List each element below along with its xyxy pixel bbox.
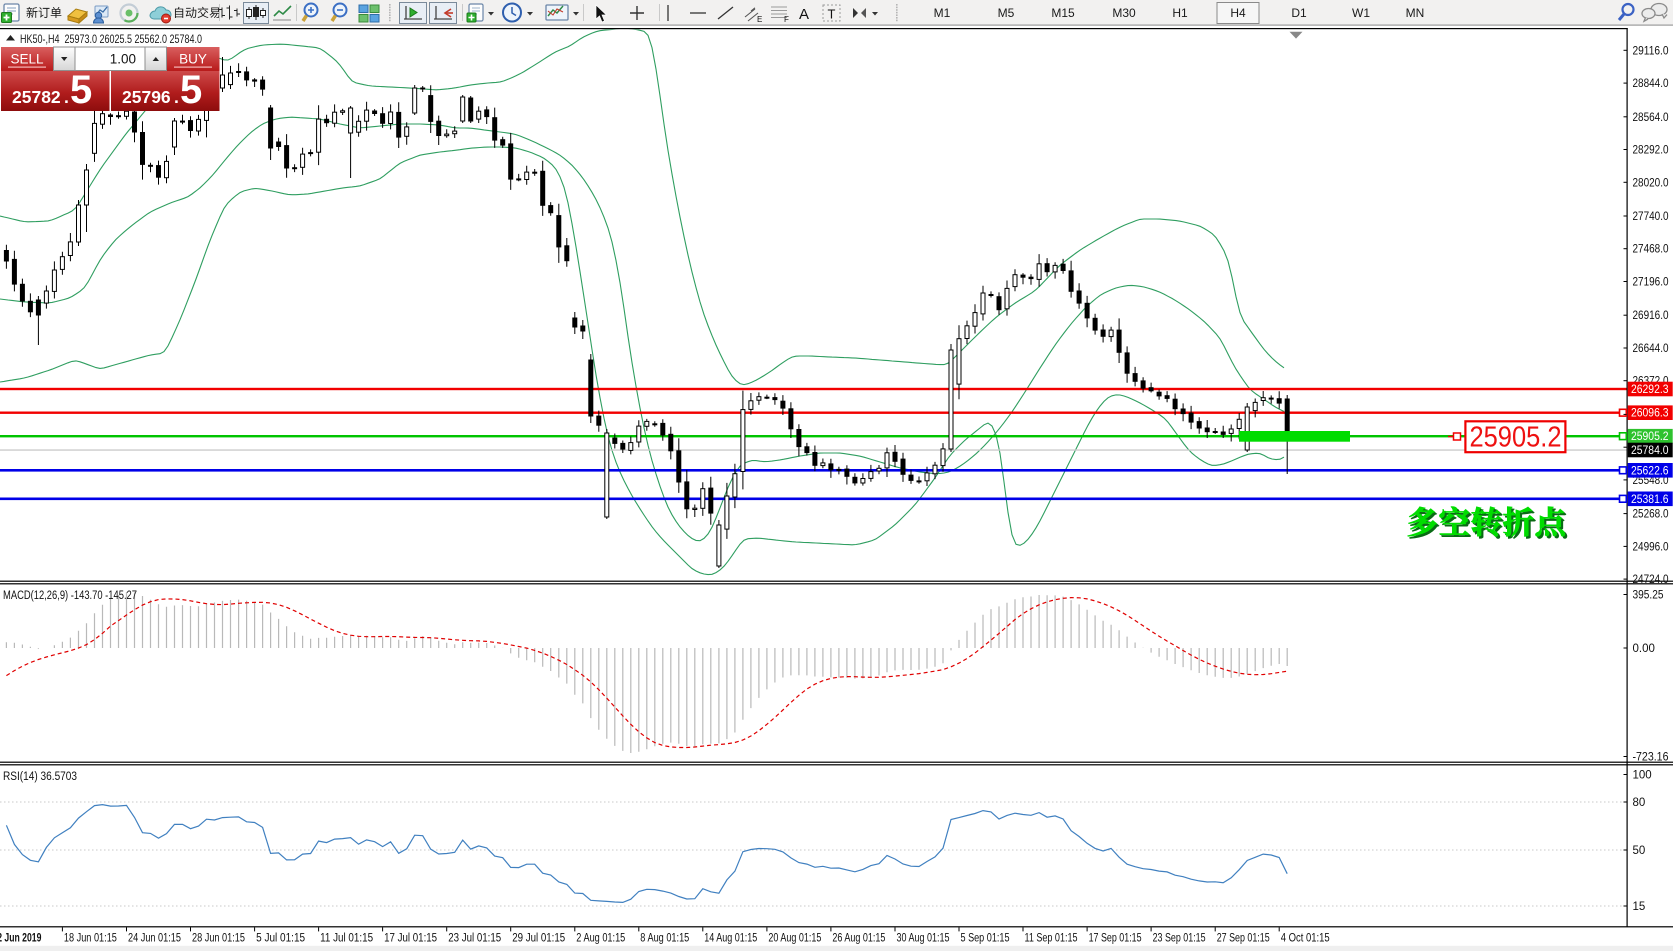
svg-text:HK50-,H4 25973.0 26025.5 2556: HK50-,H4 25973.0 26025.5 25562.0 25784.0 xyxy=(20,32,202,46)
svg-text:M5: M5 xyxy=(998,6,1015,20)
svg-text:BUY: BUY xyxy=(179,52,207,67)
svg-text:28844.0: 28844.0 xyxy=(1633,78,1669,90)
svg-text:17 Jul 01:15: 17 Jul 01:15 xyxy=(384,933,437,945)
svg-text:1.00: 1.00 xyxy=(110,52,136,67)
svg-text:28292.0: 28292.0 xyxy=(1633,145,1669,157)
svg-text:28 Jun 01:15: 28 Jun 01:15 xyxy=(192,933,245,945)
svg-text:12 Jun 2019: 12 Jun 2019 xyxy=(0,933,41,945)
svg-text:RSI(14) 36.5703: RSI(14) 36.5703 xyxy=(3,771,77,783)
svg-text:100: 100 xyxy=(1633,770,1652,782)
svg-text:11 Jul 01:15: 11 Jul 01:15 xyxy=(320,933,373,945)
svg-text:15: 15 xyxy=(1633,901,1646,913)
svg-text:17 Sep 01:15: 17 Sep 01:15 xyxy=(1089,933,1142,945)
svg-text:-723.16: -723.16 xyxy=(1633,752,1669,764)
svg-text:27 Sep 01:15: 27 Sep 01:15 xyxy=(1217,933,1270,945)
svg-text:5: 5 xyxy=(180,68,202,112)
svg-text:28020.0: 28020.0 xyxy=(1633,177,1669,189)
svg-text:8 Aug 01:15: 8 Aug 01:15 xyxy=(640,933,689,945)
svg-text:24996.0: 24996.0 xyxy=(1633,541,1669,553)
svg-text:.: . xyxy=(64,87,69,107)
svg-text:5 Sep 01:15: 5 Sep 01:15 xyxy=(961,933,1010,945)
svg-text:26644.0: 26644.0 xyxy=(1633,343,1669,355)
svg-text:A: A xyxy=(799,6,809,23)
svg-text:0.00: 0.00 xyxy=(1633,643,1655,655)
svg-text:M15: M15 xyxy=(1051,6,1075,20)
svg-text:30 Aug 01:15: 30 Aug 01:15 xyxy=(897,933,950,945)
svg-text:D1: D1 xyxy=(1291,6,1307,20)
svg-text:27196.0: 27196.0 xyxy=(1633,277,1669,289)
svg-text:24 Jun 01:15: 24 Jun 01:15 xyxy=(128,933,181,945)
svg-text:25782: 25782 xyxy=(12,87,61,107)
svg-text:26292.3: 26292.3 xyxy=(1631,384,1669,396)
svg-text:26916.0: 26916.0 xyxy=(1633,310,1669,322)
svg-text:25268.0: 25268.0 xyxy=(1633,509,1669,521)
svg-text:25905.2: 25905.2 xyxy=(1470,422,1562,454)
svg-text:25622.6: 25622.6 xyxy=(1631,465,1669,477)
svg-text:W1: W1 xyxy=(1352,6,1370,20)
svg-text:H4: H4 xyxy=(1230,6,1246,20)
svg-text:29116.0: 29116.0 xyxy=(1633,45,1669,57)
svg-text:23 Jul 01:15: 23 Jul 01:15 xyxy=(448,933,501,945)
svg-text:24724.0: 24724.0 xyxy=(1633,574,1669,586)
svg-text:T: T xyxy=(828,7,836,22)
svg-text:27740.0: 27740.0 xyxy=(1633,211,1669,223)
svg-text:25905.2: 25905.2 xyxy=(1631,431,1669,443)
svg-text:50: 50 xyxy=(1633,845,1646,857)
svg-text:14 Aug 01:15: 14 Aug 01:15 xyxy=(704,933,757,945)
svg-text:M30: M30 xyxy=(1112,6,1136,20)
svg-text:4 Oct 01:15: 4 Oct 01:15 xyxy=(1281,933,1330,945)
svg-text:20 Aug 01:15: 20 Aug 01:15 xyxy=(768,933,821,945)
svg-text:5 Jul 01:15: 5 Jul 01:15 xyxy=(256,933,305,945)
svg-text:395.25: 395.25 xyxy=(1633,590,1664,602)
svg-text:28564.0: 28564.0 xyxy=(1633,112,1669,124)
svg-text:11 Sep 01:15: 11 Sep 01:15 xyxy=(1025,933,1078,945)
svg-text:25381.6: 25381.6 xyxy=(1631,494,1669,506)
svg-text:E: E xyxy=(757,15,762,24)
svg-text:25548.0: 25548.0 xyxy=(1633,475,1669,487)
svg-text:23 Sep 01:15: 23 Sep 01:15 xyxy=(1153,933,1206,945)
svg-text:5: 5 xyxy=(70,68,92,112)
svg-text:F: F xyxy=(784,15,789,24)
svg-text:.: . xyxy=(174,87,179,107)
svg-text:2 Aug 01:15: 2 Aug 01:15 xyxy=(576,933,625,945)
svg-text:M1: M1 xyxy=(934,6,951,20)
svg-text:29 Jul 01:15: 29 Jul 01:15 xyxy=(512,933,565,945)
svg-text:SELL: SELL xyxy=(10,52,44,67)
svg-text:25796: 25796 xyxy=(122,87,171,107)
svg-text:25784.0: 25784.0 xyxy=(1631,445,1669,457)
svg-text:26 Aug 01:15: 26 Aug 01:15 xyxy=(832,933,885,945)
svg-text:MACD(12,26,9) -143.70 -145.27: MACD(12,26,9) -143.70 -145.27 xyxy=(3,590,137,602)
svg-text:27468.0: 27468.0 xyxy=(1633,244,1669,256)
svg-text:H1: H1 xyxy=(1172,6,1188,20)
svg-text:26096.3: 26096.3 xyxy=(1631,408,1669,420)
svg-text:80: 80 xyxy=(1633,797,1646,809)
svg-text:18 Jun 01:15: 18 Jun 01:15 xyxy=(64,933,117,945)
svg-text:MN: MN xyxy=(1406,6,1425,20)
